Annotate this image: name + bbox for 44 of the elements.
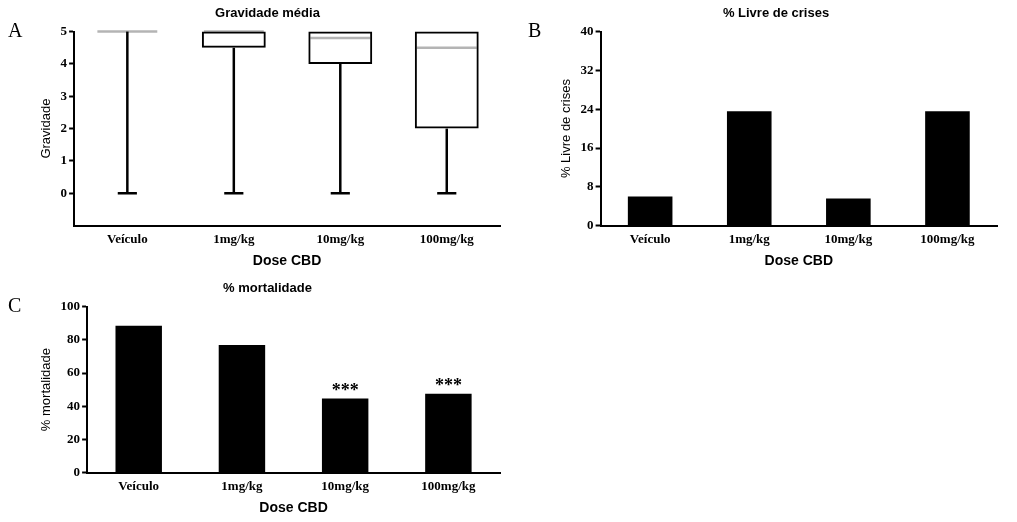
x-tick-label: Veículo <box>629 230 671 246</box>
x-axis-title: Dose CBD <box>252 252 322 269</box>
y-tick-label: 0 <box>587 216 594 232</box>
x-tick-label: 1mg/kg <box>213 230 255 246</box>
x-axis-title: Dose CBD <box>764 252 834 269</box>
x-tick-label: 100mg/kg <box>920 230 976 246</box>
text: B <box>528 19 542 42</box>
y-tick-label: 0 <box>73 463 81 479</box>
y-tick-label: 8 <box>587 178 595 194</box>
y-tick-label: 16 <box>580 139 595 155</box>
text: C <box>8 294 22 317</box>
x-tick-label: 100mg/kg <box>419 230 475 246</box>
y-tick-label: 100 <box>60 297 81 313</box>
x-tick-label: 10mg/kg <box>824 230 873 246</box>
x-tick-label: Veículo <box>106 230 148 246</box>
x-tick-label: Veículo <box>118 477 160 493</box>
y-tick-label: 40 <box>580 22 594 38</box>
x-tick-label: 10mg/kg <box>316 230 365 246</box>
y-tick-label: 32 <box>580 61 594 77</box>
y-tick-label: 2 <box>60 119 68 135</box>
x-axis-title: Dose CBD <box>259 499 328 516</box>
x-tick-label: 1mg/kg <box>221 477 264 493</box>
y-axis-title: % Livre de crises <box>558 78 574 179</box>
y-axis-title: % mortalidade <box>38 348 54 432</box>
y-tick-label: 40 <box>67 397 81 413</box>
y-tick-label: 0 <box>60 184 68 200</box>
y-tick-label: 1 <box>60 152 68 168</box>
x-tick-label: 10mg/kg <box>321 477 370 493</box>
chart-title: % mortalidade <box>223 280 312 296</box>
y-tick-label: 20 <box>67 430 81 446</box>
annotation: *** <box>331 380 359 401</box>
chart-title: Gravidade média <box>215 5 321 21</box>
y-tick-label: 5 <box>60 22 68 38</box>
annotation: *** <box>434 375 462 396</box>
y-tick-label: 60 <box>67 364 81 380</box>
y-axis-title: Gravidade <box>38 98 54 159</box>
chart-title: % Livre de crises <box>722 5 830 21</box>
text: A <box>8 19 23 42</box>
y-tick-label: 80 <box>67 331 81 347</box>
x-tick-label: 1mg/kg <box>728 230 771 246</box>
x-tick-label: 100mg/kg <box>421 477 476 493</box>
y-tick-label: 4 <box>60 55 68 71</box>
y-tick-label: 24 <box>580 100 595 116</box>
y-tick-label: 3 <box>60 87 68 103</box>
